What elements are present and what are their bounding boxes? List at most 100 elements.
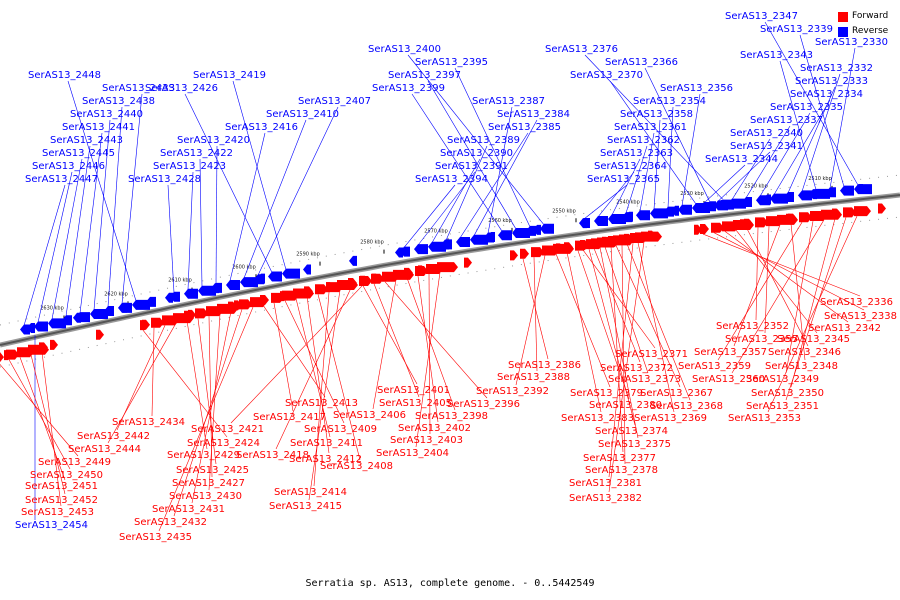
forward-gene-label: SerAS13_2381 [569,478,642,489]
legend-item-forward: Forward [838,9,888,24]
forward-gene-label: SerAS13_2412 [289,454,362,465]
reverse-gene-label: SerAS13_2448 [28,70,101,81]
reverse-gene-label: SerAS13_2337 [750,115,823,126]
forward-callout [588,249,636,426]
forward-gene-label: SerAS13_2450 [30,470,103,481]
forward-gene-label: SerAS13_2415 [269,501,342,512]
reverse-gene-label: SerAS13_2333 [795,76,868,87]
reverse-gene-label: SerAS13_2361 [614,122,687,133]
reverse-gene [678,204,692,215]
reverse-gene [692,203,710,214]
reverse-gene-label: SerAS13_2422 [160,148,233,159]
forward-callout [515,255,546,386]
reverse-callout [639,132,655,212]
forward-callout [428,274,431,435]
reverse-gene-label: SerAS13_2410 [266,109,339,120]
forward-callout [158,306,254,532]
forward-gene-label: SerAS13_2353 [728,413,801,424]
forward-callout [0,363,79,457]
forward-gene [755,217,768,228]
scale-label: 2530 kbp [680,191,704,197]
forward-gene-label: SerAS13_2338 [824,311,897,322]
reverse-gene-label: SerAS13_2347 [725,11,798,22]
forward-callout [637,242,675,413]
reverse-gene [268,271,282,282]
forward-gene-label: SerAS13_2359 [678,361,751,372]
forward-callout [767,215,858,413]
gene-labels: SerAS13_2344 SerAS13_2341 SerAS13_2340 SerA… [15,11,897,543]
reverse-callout [584,54,725,201]
forward-callout [306,296,330,454]
reverse-gene-label: SerAS13_2391 [435,161,508,172]
reverse-gene [650,208,668,219]
reverse-gene [526,225,536,236]
reverse-gene [34,321,48,332]
forward-callout [384,281,488,399]
forward-swatch-icon [838,11,848,22]
forward-callout [295,298,331,438]
forward-gene [326,282,334,293]
reverse-callout [829,47,856,189]
forward-callout [173,309,243,517]
reverse-callout [37,171,73,323]
forward-gene-label: SerAS13_2388 [497,372,570,383]
legend-label-forward: Forward [852,11,889,21]
forward-callout [151,327,155,417]
reverse-gene [594,215,608,226]
reverse-gene-label: SerAS13_2341 [730,141,803,152]
reverse-callout [215,145,218,284]
reverse-gene-label: SerAS13_2433 [102,83,175,94]
scale-label: 2610 kbp [168,278,192,284]
forward-callout [610,246,624,453]
scale-label: 2550 kbp [552,208,576,214]
forward-gene-label: SerAS13_2375 [598,439,671,450]
forward-gene [348,278,357,289]
forward-callout [555,253,611,388]
forward-gene-label: SerAS13_2373 [608,374,681,385]
reverse-callout [23,184,66,326]
scale-label: 2520 kbp [744,183,768,189]
reverse-gene-label: SerAS13_2370 [570,70,643,81]
reverse-gene [770,193,788,204]
reverse-gene-label: SerAS13_2407 [298,96,371,107]
reverse-gene [165,292,173,303]
gene-callouts [0,21,865,532]
reverse-gene [20,324,30,335]
reverse-gene [533,224,541,235]
reverse-gene-label: SerAS13_2330 [815,37,888,48]
forward-gene-label: SerAS13_2379 [570,388,643,399]
gene-track [0,183,886,363]
forward-gene-label: SerAS13_2398 [415,411,488,422]
reverse-gene [456,237,470,248]
forward-callout [262,304,326,398]
reverse-callout [731,138,771,200]
reverse-gene-label: SerAS13_2366 [605,57,678,68]
reverse-gene [664,206,674,217]
reverse-gene-label: SerAS13_2447 [25,174,98,185]
reverse-gene [625,211,633,222]
forward-callout [608,243,634,478]
forward-gene-label: SerAS13_2378 [585,465,658,476]
reverse-gene [226,279,240,290]
forward-gene-label: SerAS13_2404 [376,448,449,459]
reverse-gene-label: SerAS13_2384 [497,109,570,120]
reverse-gene [414,244,428,255]
forward-gene [520,248,529,259]
legend-label-reverse: Reverse [852,26,889,36]
reverse-gene [826,187,836,198]
reverse-callout [717,151,771,202]
reverse-gene-label: SerAS13_2363 [600,148,673,159]
reverse-callout [427,80,517,230]
reverse-callout [65,145,91,317]
reverse-gene-label: SerAS13_2420 [177,135,250,146]
forward-gene-label: SerAS13_2360 [692,374,765,385]
forward-gene [648,230,656,241]
scale-label: 2540 kbp [616,199,640,205]
reverse-gene [636,210,650,221]
forward-gene [234,300,242,311]
reverse-gene [671,205,679,216]
forward-callout [599,247,639,439]
reverse-gene [303,264,311,275]
lower-guide [0,216,900,368]
